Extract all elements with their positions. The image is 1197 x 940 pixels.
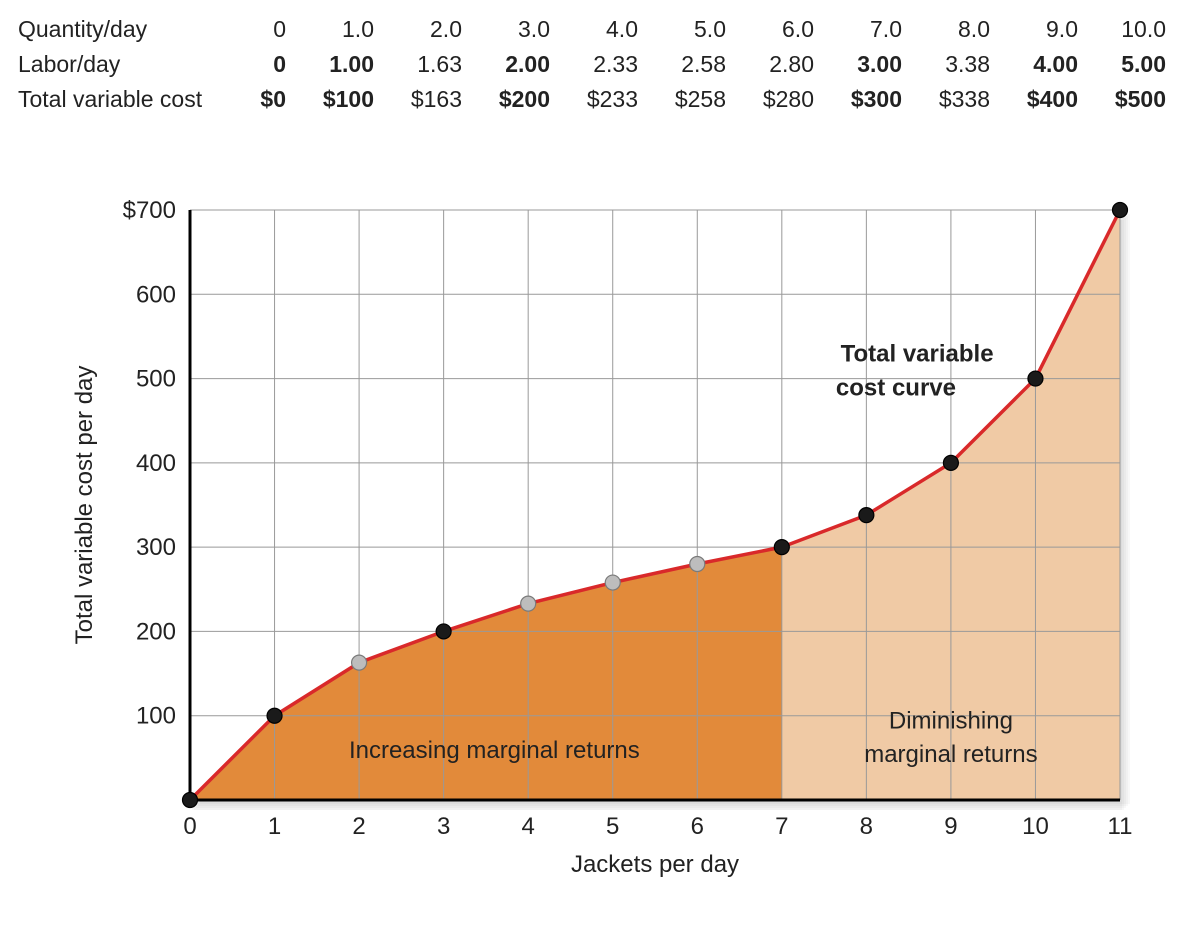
cell: $233 bbox=[552, 82, 640, 117]
cell: 8.0 bbox=[904, 12, 992, 47]
cell: 6.0 bbox=[728, 12, 816, 47]
cell: 1.00 bbox=[288, 47, 376, 82]
cell: 2.33 bbox=[552, 47, 640, 82]
cell: $700 bbox=[1168, 82, 1197, 117]
cell: 4.00 bbox=[992, 47, 1080, 82]
curve-label-line2: cost curve bbox=[836, 374, 956, 401]
data-point bbox=[690, 557, 705, 572]
x-tick-label: 11 bbox=[1108, 813, 1133, 840]
cell: $500 bbox=[1080, 82, 1168, 117]
data-point bbox=[436, 624, 451, 639]
region2-label-line1: Diminishing bbox=[889, 707, 1013, 734]
cell: 7.00 bbox=[1168, 47, 1197, 82]
table-row: Quantity/day01.02.03.04.05.06.07.08.09.0… bbox=[16, 12, 1197, 47]
x-tick-label: 1 bbox=[268, 813, 281, 840]
cell: 0 bbox=[200, 12, 288, 47]
x-tick-label: 4 bbox=[522, 813, 535, 840]
cell: $400 bbox=[992, 82, 1080, 117]
cell: 11.0 bbox=[1168, 12, 1197, 47]
data-point bbox=[943, 455, 958, 470]
x-tick-label: 6 bbox=[691, 813, 704, 840]
x-tick-label: 5 bbox=[606, 813, 619, 840]
cell: 9.0 bbox=[992, 12, 1080, 47]
cell: 1.63 bbox=[376, 47, 464, 82]
cell: 5.00 bbox=[1080, 47, 1168, 82]
cell: $0 bbox=[200, 82, 288, 117]
chart-container: 0 1 2 3 4 5 6 7 8 9 10 11 100 200 300 400 500 600 $700 Jack… bbox=[60, 180, 1160, 920]
x-tick-label: 9 bbox=[944, 813, 957, 840]
data-table-body: Quantity/day01.02.03.04.05.06.07.08.09.0… bbox=[16, 12, 1197, 117]
x-axis-label: Jackets per day bbox=[571, 851, 739, 878]
table-row: Total variable cost$0$100$163$200$233$25… bbox=[16, 82, 1197, 117]
table-row: Labor/day01.001.632.002.332.582.803.003.… bbox=[16, 47, 1197, 82]
x-tick-label: 0 bbox=[183, 813, 196, 840]
cell: 2.80 bbox=[728, 47, 816, 82]
data-table: Quantity/day01.02.03.04.05.06.07.08.09.0… bbox=[16, 12, 1197, 117]
data-point bbox=[521, 596, 536, 611]
y-tick-label: 500 bbox=[136, 366, 176, 393]
data-point bbox=[183, 793, 198, 808]
region1-label: Increasing marginal returns bbox=[349, 737, 640, 764]
cell: $258 bbox=[640, 82, 728, 117]
cell: 3.0 bbox=[464, 12, 552, 47]
cell: 5.0 bbox=[640, 12, 728, 47]
cell: 3.00 bbox=[816, 47, 904, 82]
cell: $300 bbox=[816, 82, 904, 117]
cell: $100 bbox=[288, 82, 376, 117]
cell: 2.0 bbox=[376, 12, 464, 47]
curve-label-line1: Total variable bbox=[841, 341, 994, 368]
y-tick-label: 300 bbox=[136, 534, 176, 561]
row-label: Labor/day bbox=[16, 47, 200, 82]
cell: 2.00 bbox=[464, 47, 552, 82]
data-point bbox=[1028, 371, 1043, 386]
x-tick-label: 3 bbox=[437, 813, 450, 840]
cell: $200 bbox=[464, 82, 552, 117]
x-tick-label: 7 bbox=[775, 813, 788, 840]
data-point bbox=[352, 655, 367, 670]
cell: 2.58 bbox=[640, 47, 728, 82]
cell: $280 bbox=[728, 82, 816, 117]
data-point bbox=[774, 540, 789, 555]
region2-label-line2: marginal returns bbox=[864, 741, 1037, 768]
cell: 7.0 bbox=[816, 12, 904, 47]
y-tick-label: 400 bbox=[136, 450, 176, 477]
x-tick-label: 10 bbox=[1022, 813, 1049, 840]
cell: $338 bbox=[904, 82, 992, 117]
data-point bbox=[1113, 203, 1128, 218]
tvc-chart: 0 1 2 3 4 5 6 7 8 9 10 11 100 200 300 400 500 600 $700 Jack… bbox=[60, 180, 1160, 920]
data-point bbox=[605, 575, 620, 590]
row-label: Total variable cost bbox=[16, 82, 200, 117]
x-tick-label: 8 bbox=[860, 813, 873, 840]
data-point bbox=[267, 708, 282, 723]
x-tick-label: 2 bbox=[352, 813, 365, 840]
cell: 4.0 bbox=[552, 12, 640, 47]
cell: $163 bbox=[376, 82, 464, 117]
row-label: Quantity/day bbox=[16, 12, 200, 47]
y-tick-label: 600 bbox=[136, 281, 176, 308]
y-tick-label: 200 bbox=[136, 618, 176, 645]
cell: 0 bbox=[200, 47, 288, 82]
y-tick-label: $700 bbox=[123, 197, 176, 224]
y-axis-label: Total variable cost per day bbox=[71, 366, 98, 645]
data-point bbox=[859, 508, 874, 523]
y-tick-label: 100 bbox=[136, 703, 176, 730]
cell: 10.0 bbox=[1080, 12, 1168, 47]
cell: 1.0 bbox=[288, 12, 376, 47]
cell: 3.38 bbox=[904, 47, 992, 82]
